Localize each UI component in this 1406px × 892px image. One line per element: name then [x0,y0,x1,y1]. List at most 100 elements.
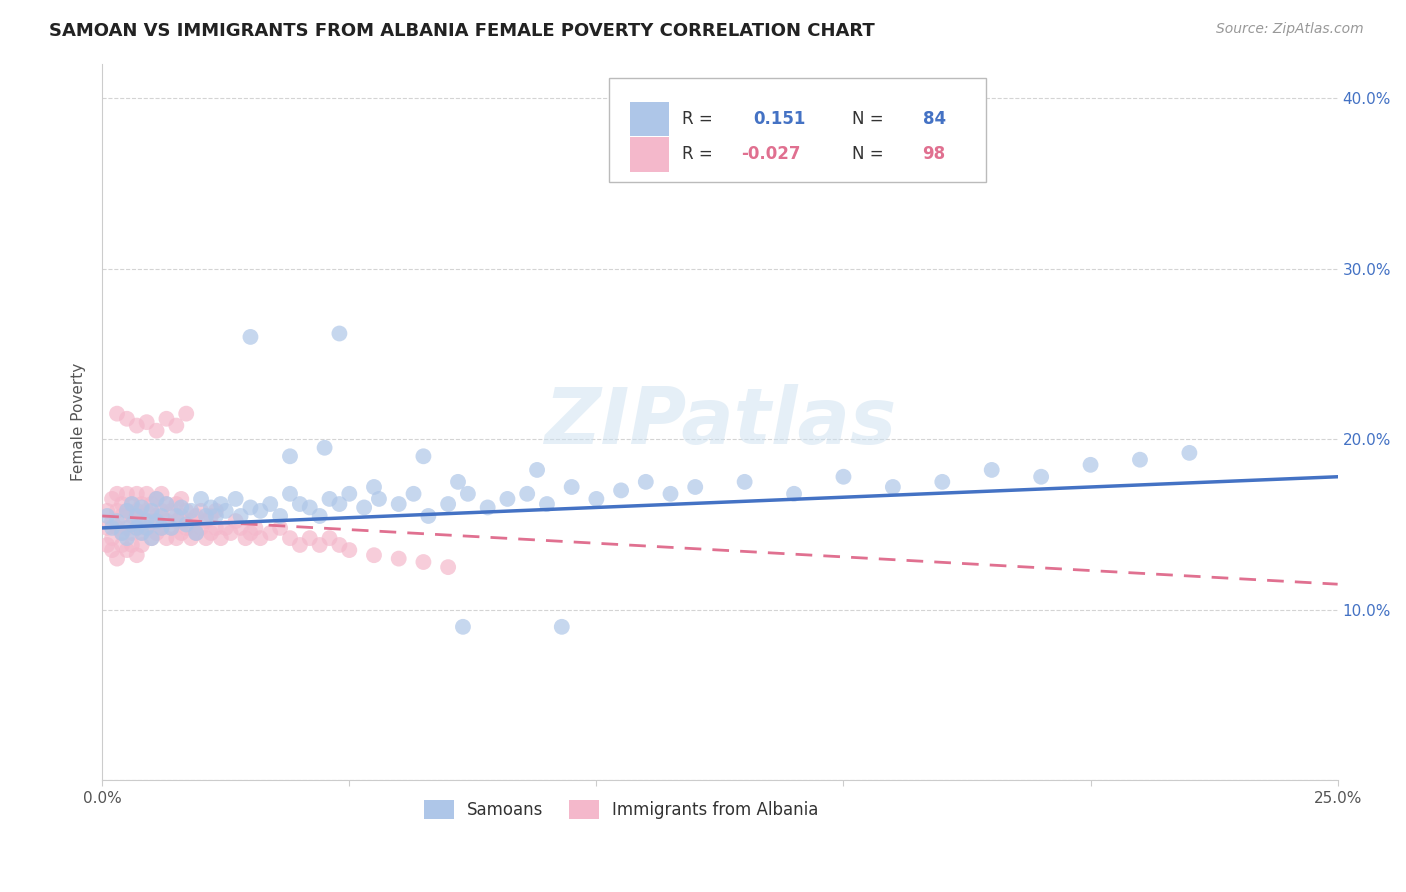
Point [111,538,134,552]
Point [337,543,360,558]
Point [278,531,301,545]
Point [96,508,118,523]
Text: ZIPatlas: ZIPatlas [544,384,896,460]
Point [205,521,228,535]
Point [115,531,138,545]
Point [388,551,411,566]
Point [412,450,434,464]
Point [931,475,953,489]
Point [239,500,262,515]
Bar [630,102,669,136]
Y-axis label: Female Poverty: Female Poverty [72,363,86,482]
Point [150,521,173,535]
Point [298,500,321,515]
Point [170,508,193,523]
Point [101,521,124,535]
Point [388,497,411,511]
Point [101,531,124,545]
Point [131,508,153,523]
Point [96,538,118,552]
Point [115,543,138,558]
Point [180,504,202,518]
Point [141,531,163,545]
Point [1080,458,1102,472]
Point [215,521,238,535]
Point [105,407,128,421]
Point [447,475,470,489]
Point [125,418,148,433]
Point [121,538,143,552]
Point [451,620,474,634]
Point [209,531,232,545]
Point [205,504,228,518]
Point [125,521,148,535]
Point [783,487,806,501]
Point [412,555,434,569]
Text: N =: N = [852,110,884,128]
Point [131,526,153,541]
Bar [630,137,669,171]
Point [269,521,291,535]
Point [259,526,281,541]
Point [314,441,336,455]
Text: 84: 84 [922,110,946,128]
Point [516,487,538,501]
Point [239,526,262,541]
Point [121,508,143,523]
Point [205,508,228,523]
Point [165,497,187,511]
Text: R =: R = [682,110,713,128]
Point [165,514,187,528]
Point [150,521,173,535]
Point [190,491,212,506]
Text: 98: 98 [922,145,946,163]
Point [610,483,633,498]
Point [195,514,218,528]
Point [200,500,222,515]
Point [141,514,163,528]
Point [659,487,682,501]
Point [125,521,148,535]
Text: SAMOAN VS IMMIGRANTS FROM ALBANIA FEMALE POVERTY CORRELATION CHART: SAMOAN VS IMMIGRANTS FROM ALBANIA FEMALE… [49,22,875,40]
Point [368,491,391,506]
Point [561,480,583,494]
Point [170,500,193,515]
Point [353,500,375,515]
Point [165,531,187,545]
Point [96,504,118,518]
Point [131,500,153,515]
Point [174,407,197,421]
Point [245,521,267,535]
Point [235,531,257,545]
Text: -0.027: -0.027 [741,145,800,163]
Point [111,508,134,523]
Point [832,469,855,483]
Point [160,504,183,518]
Point [298,531,321,545]
Point [135,514,157,528]
Point [402,487,425,501]
Point [115,504,138,518]
Point [141,504,163,518]
Text: R =: R = [682,145,713,163]
Point [160,521,183,535]
Point [288,497,311,511]
Point [318,531,340,545]
Point [308,508,330,523]
Legend: Samoans, Immigrants from Albania: Samoans, Immigrants from Albania [418,793,825,826]
Point [278,487,301,501]
Point [1178,446,1201,460]
Point [145,514,167,528]
Point [980,463,1002,477]
Point [131,497,153,511]
Text: N =: N = [852,145,884,163]
Point [585,491,607,506]
Point [457,487,479,501]
Point [105,551,128,566]
Point [125,504,148,518]
Point [219,526,242,541]
Point [115,411,138,425]
Text: 0.151: 0.151 [754,110,806,128]
Point [249,531,271,545]
Point [180,531,202,545]
